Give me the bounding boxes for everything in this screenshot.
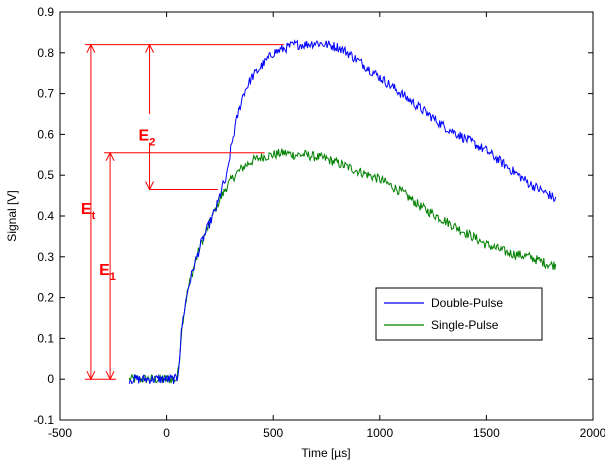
legend-entry: Single-Pulse	[431, 318, 499, 332]
y-tick-label: 0.5	[37, 168, 54, 182]
y-tick-label: 0.6	[37, 127, 54, 141]
y-tick-label: 0.3	[37, 250, 54, 264]
e1-arrow-head-bottom	[105, 370, 115, 381]
label-e1: E1	[99, 262, 116, 283]
annotation-layer: E2 Et E1	[81, 43, 284, 381]
e1-arrow-head-top	[105, 151, 115, 161]
y-tick-label: 0.8	[37, 46, 54, 60]
y-axis-label: Signal [V]	[5, 190, 19, 241]
x-tick-label: 500	[263, 426, 283, 440]
label-et: Et	[81, 201, 96, 222]
et-arrow-head-bottom	[86, 370, 96, 381]
x-tick-label: 1500	[473, 426, 500, 440]
x-axis-label: Time [µs]	[301, 446, 350, 460]
e2-arrow-head-top	[145, 43, 154, 53]
series-layer	[128, 39, 557, 385]
plot-area	[60, 12, 593, 420]
legend-entry: Double-Pulse	[431, 296, 503, 310]
x-tick-label: 0	[163, 426, 170, 440]
legend: Double-Pulse Single-Pulse	[375, 287, 543, 341]
e2-arrow-head-bottom	[145, 181, 154, 191]
x-tick-label: -500	[48, 426, 72, 440]
y-tick-label: 0.4	[37, 209, 54, 223]
x-tick-label: 2000	[580, 426, 605, 440]
y-tick-label: 0.7	[37, 87, 54, 101]
y-tick-label: -0.1	[33, 413, 54, 427]
y-tick-label: 0.9	[37, 5, 54, 19]
y-tick-label: 0	[47, 372, 54, 386]
series-line-double-pulse	[128, 39, 557, 385]
et-arrow-head-top	[86, 43, 96, 53]
label-e2: E2	[139, 127, 156, 148]
y-tick-label: 0.1	[37, 331, 54, 345]
legend-box	[375, 287, 543, 341]
ticks-layer: -500 0 500 1000 1500 2000 -0.1 0 0.1 0.2 0.3 0.4 0.5…	[33, 5, 605, 440]
x-tick-label: 1000	[366, 426, 393, 440]
y-tick-label: 0.2	[37, 291, 54, 305]
